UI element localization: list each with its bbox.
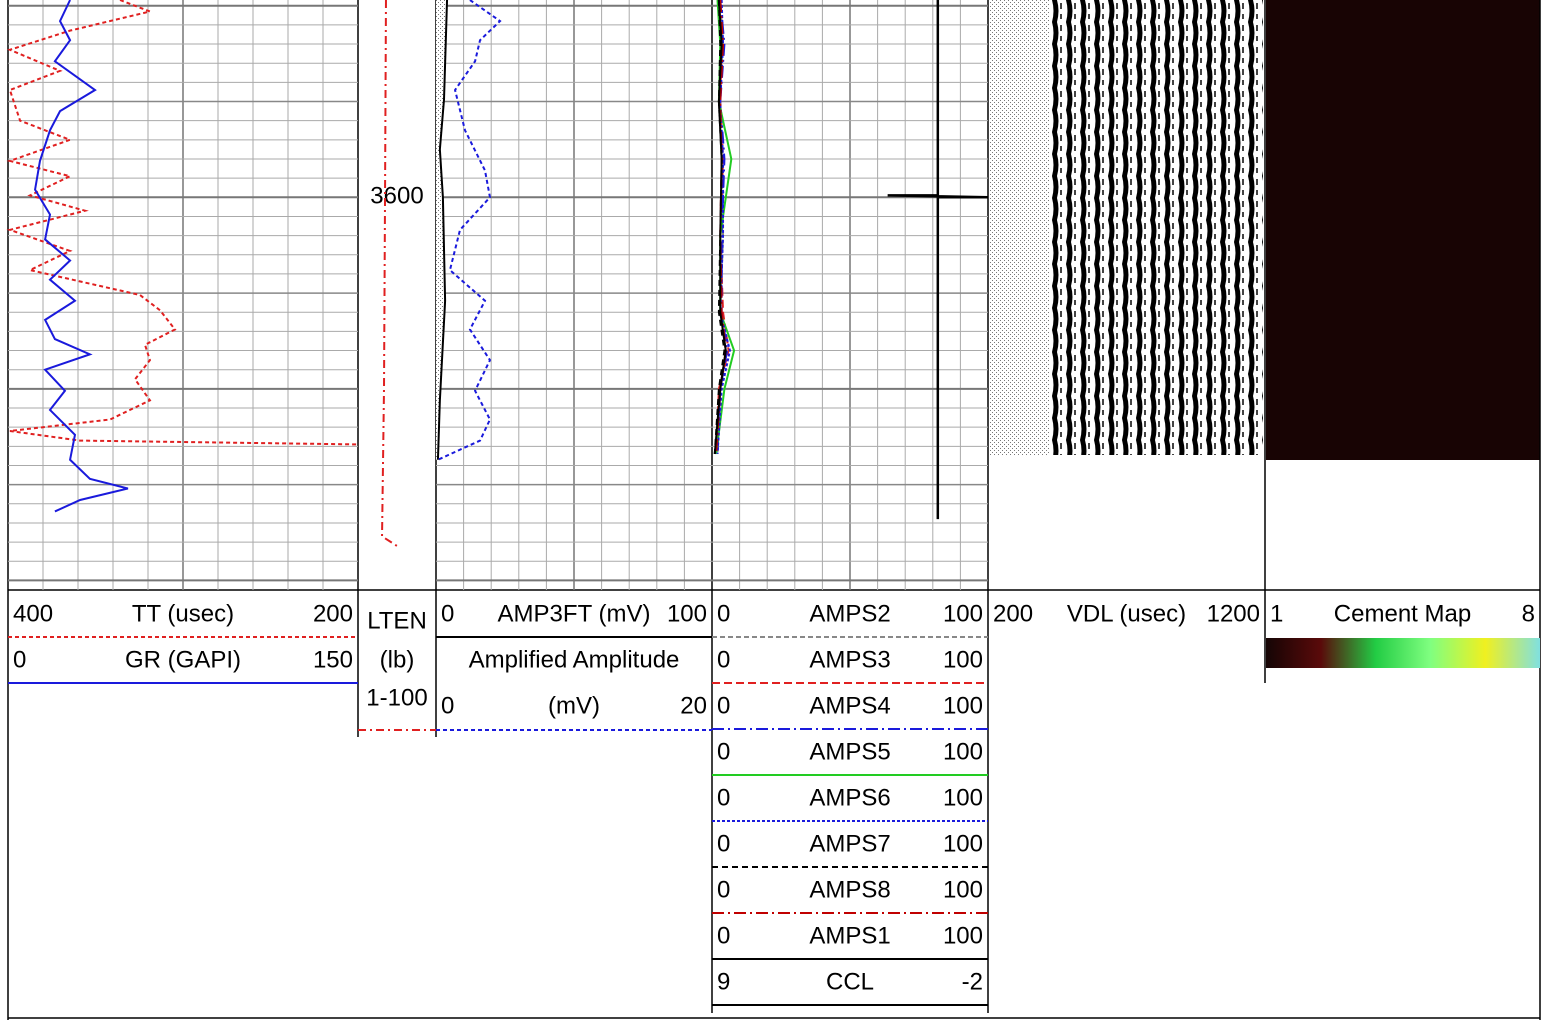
- curve-name: TT (usec): [132, 600, 234, 627]
- log-curve: [887, 0, 989, 520]
- log-curve: [436, 0, 449, 460]
- scale-right: 1200: [1207, 600, 1260, 627]
- curve-name: VDL (usec): [1067, 600, 1186, 627]
- curve-unit: (mV): [548, 692, 600, 719]
- curve-name: AMPS4: [809, 692, 890, 719]
- curve-name: Cement Map: [1334, 600, 1471, 627]
- scale-right: 100: [943, 876, 983, 903]
- scale-left: 0: [717, 922, 730, 949]
- curve-name: LTEN: [367, 607, 427, 634]
- log-curve: [713, 0, 727, 455]
- depth-label-bg: [366, 183, 428, 212]
- vdl-image: [1050, 0, 1263, 455]
- scale-left: 0: [717, 876, 730, 903]
- log-curve: [716, 0, 731, 455]
- grid: [8, 0, 988, 590]
- curve-name: AMPS8: [809, 876, 890, 903]
- scale-left: 0: [717, 830, 730, 857]
- vdl-stipple: [990, 0, 1050, 455]
- curve-name: GR (GAPI): [125, 646, 241, 673]
- curve-name: AMPS1: [809, 922, 890, 949]
- curve-name: CCL: [826, 968, 874, 995]
- scale-right: 100: [943, 922, 983, 949]
- log-curve: [437, 0, 502, 461]
- scale-right: 150: [313, 646, 353, 673]
- amp-shading: [436, 0, 448, 460]
- curve-name: Amplified Amplitude: [469, 646, 680, 673]
- curve-name: AMPS7: [809, 830, 890, 857]
- scale-left: 0: [441, 692, 454, 719]
- depth-label: 3600: [370, 183, 423, 210]
- scale-right: 100: [667, 600, 707, 627]
- log-curve: [34, 0, 129, 513]
- scale-right: 100: [943, 646, 983, 673]
- log-curve: [6, 0, 359, 446]
- curve-range: 1-100: [366, 684, 427, 711]
- scale-left: 0: [13, 646, 26, 673]
- scale-left: 0: [441, 600, 454, 627]
- colorbar: [1266, 638, 1540, 668]
- curve-name: AMPS3: [809, 646, 890, 673]
- scale-left: 0: [717, 738, 730, 765]
- scale-right: 8: [1522, 600, 1535, 627]
- scale-right: 100: [943, 738, 983, 765]
- scale-left: 0: [717, 646, 730, 673]
- scale-left: 0: [717, 600, 730, 627]
- curve-name: AMPS2: [809, 600, 890, 627]
- scale-left: 0: [717, 692, 730, 719]
- scale-left: 1: [1270, 600, 1283, 627]
- scale-right: 20: [680, 692, 707, 719]
- scale-left: 9: [717, 968, 730, 995]
- scale-right: 100: [943, 692, 983, 719]
- scale-left: 0: [717, 784, 730, 811]
- scale-right: 200: [313, 600, 353, 627]
- curve-unit: (lb): [380, 646, 415, 673]
- cement-map-image: [1266, 0, 1540, 460]
- scale-right: -2: [962, 968, 983, 995]
- scale-right: 100: [943, 830, 983, 857]
- scale-right: 100: [943, 600, 983, 627]
- curve-name: AMP3FT (mV): [498, 600, 651, 627]
- scale-left: 400: [13, 600, 53, 627]
- scale-left: 200: [993, 600, 1033, 627]
- curve-name: AMPS5: [809, 738, 890, 765]
- log-curve: [381, 0, 401, 549]
- scale-right: 100: [943, 784, 983, 811]
- curve-name: AMPS6: [809, 784, 890, 811]
